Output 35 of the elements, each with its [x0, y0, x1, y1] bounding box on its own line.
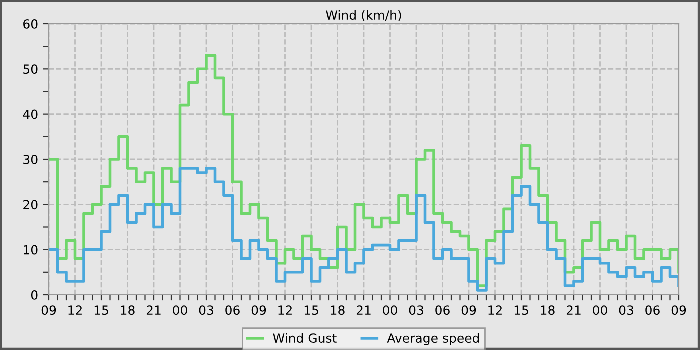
x-tick-label: 09	[672, 306, 686, 316]
x-tick-label: 18	[541, 306, 555, 316]
y-tick-label: 60	[24, 19, 38, 29]
y-tick-label: 20	[24, 200, 38, 210]
x-tick-label: 03	[409, 306, 424, 316]
x-tick-label: 21	[356, 306, 371, 315]
x-tick-label: 00	[383, 306, 398, 316]
legend-label: Wind Gust	[273, 333, 337, 344]
x-tick-label: 15	[94, 306, 108, 316]
chart-title: Wind (km/h)	[326, 10, 402, 22]
x-tick-label: 15	[304, 306, 318, 316]
x-tick-label: 09	[252, 306, 266, 316]
x-tick-label: 18	[121, 306, 135, 316]
x-tick-label: 03	[619, 306, 634, 316]
x-tick-label: 00	[173, 306, 188, 316]
x-tick-label: 06	[436, 306, 450, 316]
x-tick-label: 21	[146, 306, 161, 315]
x-tick-label: 18	[331, 306, 345, 316]
x-tick-label: 00	[593, 306, 608, 316]
y-tick-label: 40	[23, 110, 38, 120]
x-tick-label: 06	[226, 306, 240, 316]
x-tick-label: 12	[278, 306, 292, 315]
y-tick-label: 10	[24, 245, 38, 255]
x-tick-label: 03	[199, 306, 214, 316]
x-tick-label: 12	[488, 306, 502, 315]
x-tick-label: 12	[68, 306, 82, 315]
y-tick-label: 0	[31, 290, 38, 300]
x-tick-label: 06	[646, 306, 660, 316]
x-tick-label: 09	[42, 306, 56, 316]
y-tick-label: 30	[24, 154, 38, 164]
x-tick-label: 15	[514, 306, 528, 316]
x-tick-label: 09	[462, 306, 476, 316]
y-tick-label: 50	[24, 64, 38, 74]
legend-label: Average speed	[387, 333, 480, 346]
x-tick-label: 21	[566, 306, 581, 315]
